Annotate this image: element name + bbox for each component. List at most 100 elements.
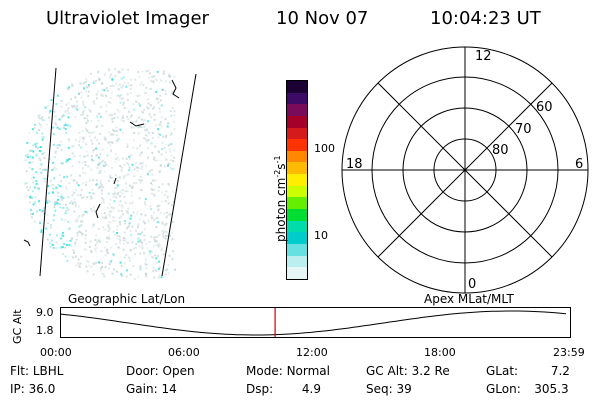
emission-pixel <box>154 240 156 243</box>
emission-pixel <box>131 241 134 244</box>
emission-pixel <box>99 161 102 164</box>
emission-pixel <box>136 147 139 150</box>
emission-pixel <box>46 213 49 216</box>
emission-pixel <box>84 160 87 163</box>
emission-pixel <box>88 108 91 111</box>
emission-pixel <box>78 225 81 228</box>
emission-pixel <box>59 185 62 188</box>
emission-pixel <box>153 156 156 159</box>
emission-pixel <box>65 187 68 190</box>
emission-pixel <box>107 141 110 143</box>
emission-pixel <box>122 76 125 79</box>
emission-pixel <box>86 154 89 157</box>
emission-pixel <box>100 183 103 186</box>
emission-pixel <box>98 205 101 208</box>
emission-pixel <box>135 119 138 122</box>
emission-pixel <box>92 80 95 83</box>
emission-pixel <box>153 254 156 257</box>
emission-pixel <box>64 255 67 258</box>
emission-pixel <box>143 119 146 122</box>
emission-pixel <box>85 259 88 262</box>
emission-pixel <box>98 185 101 188</box>
emission-pixel <box>96 166 99 169</box>
emission-pixel <box>150 214 153 217</box>
emission-pixel <box>162 231 165 234</box>
emission-pixel <box>135 100 138 103</box>
emission-pixel <box>67 112 70 115</box>
emission-pixel <box>128 84 131 87</box>
emission-pixel <box>157 209 160 212</box>
emission-pixel <box>96 115 99 118</box>
emission-pixel <box>141 165 144 168</box>
emission-pixel <box>41 116 44 119</box>
emission-pixel <box>79 262 82 265</box>
emission-pixel <box>53 156 56 159</box>
emission-pixel <box>78 265 81 268</box>
emission-pixel <box>137 275 140 278</box>
emission-pixel <box>164 269 167 272</box>
emission-pixel <box>105 249 108 252</box>
emission-pixel <box>142 84 145 87</box>
timeline-right-label: Apex MLat/MLT <box>424 292 514 306</box>
mlt-label-6: 6 <box>575 157 583 172</box>
emission-pixel <box>86 117 89 120</box>
emission-pixel <box>156 221 159 224</box>
emission-pixel <box>82 82 85 85</box>
emission-pixel <box>60 105 63 108</box>
emission-pixel <box>138 197 141 200</box>
emission-pixel <box>158 170 161 173</box>
emission-pixel <box>152 80 155 83</box>
emission-pixel <box>66 259 69 262</box>
emission-pixel <box>107 221 110 224</box>
emission-pixel <box>25 195 28 198</box>
emission-pixel <box>40 135 43 138</box>
emission-pixel <box>147 139 150 141</box>
emission-pixel <box>138 179 141 181</box>
emission-pixel <box>105 110 108 113</box>
emission-pixel <box>70 238 73 241</box>
emission-pixel <box>114 75 117 78</box>
emission-pixel <box>95 183 98 186</box>
emission-pixel <box>166 122 169 125</box>
emission-pixel <box>35 171 38 174</box>
emission-pixel <box>121 115 124 117</box>
emission-pixel <box>113 117 116 120</box>
emission-pixel <box>122 177 125 180</box>
emission-pixel <box>84 241 87 244</box>
emission-pixel <box>126 227 129 230</box>
emission-pixel <box>32 203 35 206</box>
emission-pixel <box>31 161 34 163</box>
timeline-tick-2359: 23:59 <box>553 346 585 359</box>
emission-pixel <box>90 265 93 268</box>
emission-pixel <box>135 229 138 232</box>
emission-pixel <box>90 251 93 254</box>
emission-pixel <box>108 228 111 231</box>
emission-pixel <box>131 103 134 106</box>
emission-pixel <box>126 190 129 193</box>
emission-pixel <box>61 198 64 201</box>
emission-pixel <box>155 217 158 220</box>
emission-pixel <box>92 192 95 195</box>
emission-pixel <box>120 94 122 97</box>
emission-pixel <box>54 151 57 154</box>
emission-pixel <box>126 212 129 214</box>
emission-pixel <box>165 216 168 219</box>
emission-pixel <box>131 185 134 188</box>
emission-pixel <box>75 106 78 109</box>
emission-pixel <box>88 191 91 194</box>
emission-pixel <box>138 145 141 148</box>
emission-pixel <box>137 240 140 243</box>
emission-pixel <box>49 224 52 226</box>
emission-pixel <box>157 268 160 270</box>
emission-pixel <box>117 191 120 194</box>
emission-pixel <box>35 145 37 148</box>
altitude-min-label: 1.8 <box>36 324 54 337</box>
emission-pixel <box>85 122 88 124</box>
emission-pixel <box>162 73 165 76</box>
emission-pixel <box>121 213 124 216</box>
emission-pixel <box>87 131 90 134</box>
emission-pixel <box>144 262 147 265</box>
emission-pixel <box>68 244 71 246</box>
emission-pixel <box>164 118 167 121</box>
timeline-tick-0600: 06:00 <box>168 346 200 359</box>
